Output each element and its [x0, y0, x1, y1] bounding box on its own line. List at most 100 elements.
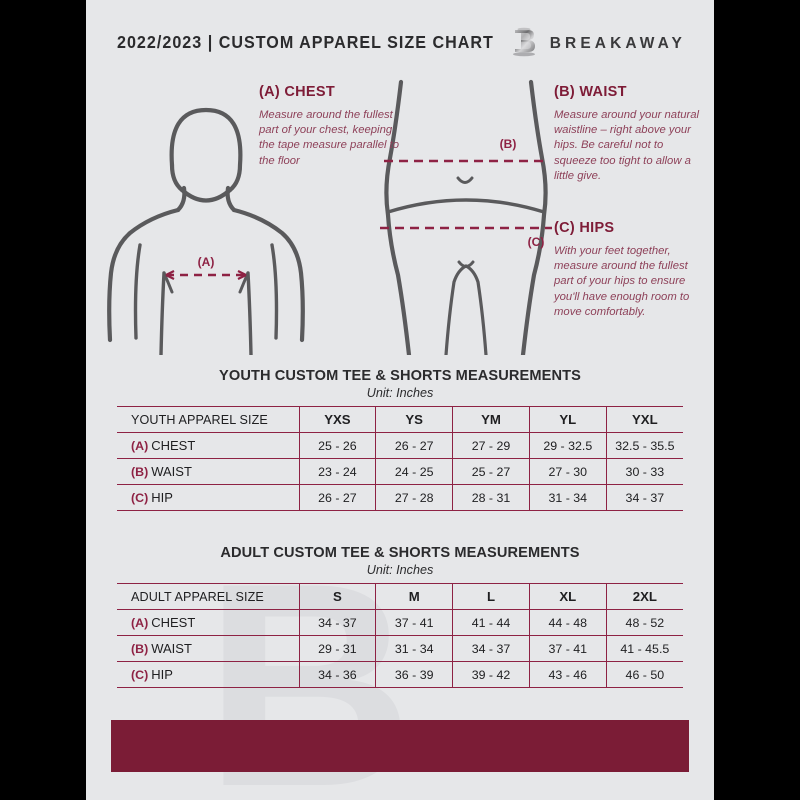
adult-row-waist-label: (B) WAIST [117, 635, 300, 662]
page-title: 2022/2023 | CUSTOM APPAREL SIZE CHART [117, 32, 494, 52]
adult-waist-2xl: 41 - 45.5 [606, 635, 683, 662]
row-tag-a: (A) [131, 439, 149, 453]
adult-hip-s: 34 - 36 [299, 661, 377, 688]
torso-front-illustration: (A) [107, 107, 305, 355]
table-row: (C) HIP 26 - 27 27 - 28 28 - 31 31 - 34 3… [117, 484, 683, 511]
adult-measurements-block: ADULT CUSTOM TEE & SHORTS MEASUREMENTS U… [117, 545, 683, 688]
adult-size-m: M [375, 583, 454, 610]
adult-chest-s: 34 - 37 [299, 609, 377, 636]
table-row: (B) WAIST 23 - 24 24 - 25 25 - 27 27 - 30… [117, 458, 683, 485]
measurement-diagrams: (A) (B) [86, 70, 714, 355]
callout-hips-heading: (C) HIPS [554, 220, 615, 236]
adult-table-header-row: ADULT APPAREL SIZE S M L XL 2XL [117, 583, 683, 610]
row-tag-c: (C) [131, 668, 149, 682]
adult-chest-l: 41 - 44 [452, 609, 530, 636]
youth-chest-ys: 26 - 27 [375, 432, 454, 459]
callout-chest-heading: (A) CHEST [259, 84, 335, 100]
size-chart-page: B 2022/2023 | CUSTOM APPAREL SIZE CHART [86, 0, 714, 800]
adult-chest-2xl: 48 - 52 [606, 609, 683, 636]
adult-hip-l: 39 - 42 [452, 661, 530, 688]
table-row: (A) CHEST 25 - 26 26 - 27 27 - 29 29 - 32… [117, 432, 683, 459]
youth-table-unit: Unit: Inches [366, 386, 434, 400]
callout-hips: (C) HIPS With your feet together, measur… [554, 220, 706, 320]
callout-chest-body: Measure around the fullest part of your … [259, 109, 400, 167]
brand-lockup: BREAKAWAY [509, 26, 686, 62]
table-row: (C) HIP 34 - 36 36 - 39 39 - 42 43 - 46 4… [117, 661, 683, 688]
row-label-hip: HIP [151, 490, 173, 505]
youth-chest-yxs: 25 - 26 [299, 432, 377, 459]
adult-hip-2xl: 46 - 50 [606, 661, 683, 688]
youth-waist-yxs: 23 - 24 [299, 458, 377, 485]
brand-name: BREAKAWAY [549, 35, 686, 52]
adult-waist-s: 29 - 31 [299, 635, 377, 662]
row-label-hip: HIP [151, 667, 173, 682]
youth-size-ys: YS [375, 406, 454, 433]
adult-table-title: ADULT CUSTOM TEE & SHORTS MEASUREMENTS [220, 545, 580, 561]
adult-chest-xl: 44 - 48 [529, 609, 607, 636]
adult-size-table: ADULT APPAREL SIZE S M L XL 2XL (A) CHEST… [117, 583, 683, 688]
callout-waist-body: Measure around your natural waistline – … [554, 109, 700, 182]
adult-waist-xl: 37 - 41 [529, 635, 607, 662]
hip-line-label: (C) [528, 235, 545, 249]
youth-chest-yl: 29 - 32.5 [529, 432, 607, 459]
footer-accent-bar [111, 720, 689, 772]
youth-table-title: YOUTH CUSTOM TEE & SHORTS MEASUREMENTS [219, 368, 581, 384]
chest-measure-line [165, 270, 247, 280]
youth-size-yxl: YXL [606, 406, 683, 433]
youth-hip-yxs: 26 - 27 [299, 484, 377, 511]
youth-size-yl: YL [529, 406, 607, 433]
row-label-chest: CHEST [151, 615, 196, 630]
page-header: 2022/2023 | CUSTOM APPAREL SIZE CHART [86, 26, 714, 62]
callout-waist: (B) WAIST Measure around your natural wa… [554, 84, 706, 184]
row-tag-b: (B) [131, 465, 149, 479]
row-label-chest: CHEST [151, 438, 196, 453]
youth-hip-ym: 28 - 31 [452, 484, 530, 511]
row-label-waist: WAIST [151, 464, 192, 479]
youth-waist-yxl: 30 - 33 [606, 458, 683, 485]
adult-size-header: ADULT APPAREL SIZE [117, 583, 300, 610]
adult-size-2xl: 2XL [606, 583, 683, 610]
adult-hip-xl: 43 - 46 [529, 661, 607, 688]
adult-size-xl: XL [529, 583, 607, 610]
youth-size-header: YOUTH APPAREL SIZE [117, 406, 300, 433]
adult-waist-m: 31 - 34 [375, 635, 454, 662]
youth-row-hip-label: (C) HIP [117, 484, 300, 511]
youth-waist-yl: 27 - 30 [529, 458, 607, 485]
callout-waist-heading: (B) WAIST [554, 84, 627, 100]
youth-measurements-block: YOUTH CUSTOM TEE & SHORTS MEASUREMENTS U… [117, 368, 683, 511]
adult-hip-m: 36 - 39 [375, 661, 454, 688]
youth-row-waist-label: (B) WAIST [117, 458, 300, 485]
row-tag-a: (A) [131, 616, 149, 630]
row-label-waist: WAIST [151, 641, 192, 656]
waist-line-label: (B) [500, 137, 517, 151]
youth-waist-ys: 24 - 25 [375, 458, 454, 485]
row-tag-b: (B) [131, 642, 149, 656]
table-row: (B) WAIST 29 - 31 31 - 34 34 - 37 37 - 41… [117, 635, 683, 662]
table-row: (A) CHEST 34 - 37 37 - 41 41 - 44 44 - 48… [117, 609, 683, 636]
youth-hip-yxl: 34 - 37 [606, 484, 683, 511]
youth-table-header-row: YOUTH APPAREL SIZE YXS YS YM YL YXL [117, 406, 683, 433]
youth-row-chest-label: (A) CHEST [117, 432, 300, 459]
youth-hip-ys: 27 - 28 [375, 484, 454, 511]
youth-chest-ym: 27 - 29 [452, 432, 530, 459]
adult-waist-l: 34 - 37 [452, 635, 530, 662]
callout-hips-body: With your feet together, measure around … [554, 245, 690, 318]
adult-chest-m: 37 - 41 [375, 609, 454, 636]
youth-size-yxs: YXS [299, 406, 377, 433]
adult-table-unit: Unit: Inches [366, 563, 434, 577]
callout-chest: (A) CHEST Measure around the fullest par… [259, 84, 409, 169]
youth-chest-yxl: 32.5 - 35.5 [606, 432, 683, 459]
youth-size-table: YOUTH APPAREL SIZE YXS YS YM YL YXL (A) C… [117, 406, 683, 511]
youth-hip-yl: 31 - 34 [529, 484, 607, 511]
adult-row-hip-label: (C) HIP [117, 661, 300, 688]
youth-waist-ym: 25 - 27 [452, 458, 530, 485]
adult-size-l: L [452, 583, 530, 610]
adult-size-s: S [299, 583, 377, 610]
navel-mark [456, 176, 474, 184]
youth-size-ym: YM [452, 406, 530, 433]
adult-row-chest-label: (A) CHEST [117, 609, 300, 636]
row-tag-c: (C) [131, 491, 149, 505]
hips-front-illustration: (B) (C) [380, 79, 552, 355]
chest-line-label: (A) [198, 255, 215, 269]
breakaway-b-logo-icon [509, 26, 539, 63]
